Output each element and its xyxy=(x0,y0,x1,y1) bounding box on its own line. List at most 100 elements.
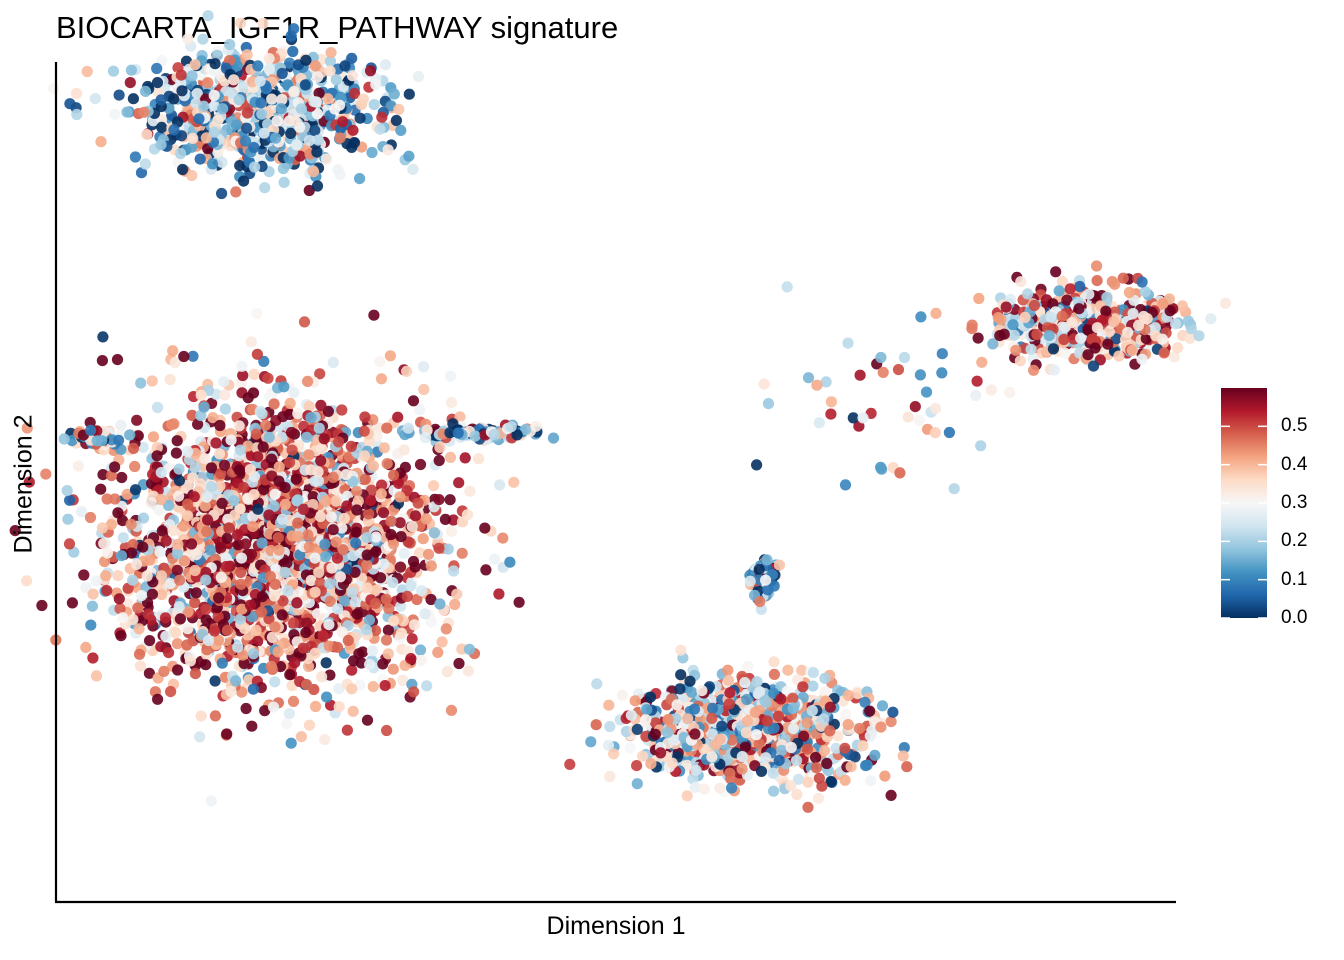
cell-point xyxy=(187,472,199,484)
cell-point xyxy=(58,433,70,445)
cell-point xyxy=(257,17,269,29)
cell-point xyxy=(324,55,337,67)
cell-point xyxy=(190,549,202,561)
cell-point xyxy=(376,111,388,123)
cell-point xyxy=(1000,301,1012,313)
cell-point xyxy=(405,653,417,665)
cell-point xyxy=(289,115,301,127)
cell-point xyxy=(473,453,485,465)
cell-point xyxy=(231,529,244,541)
cell-point xyxy=(323,619,335,631)
cell-point xyxy=(309,586,321,598)
cell-point xyxy=(151,77,164,89)
cell-point xyxy=(135,377,147,389)
cell-point xyxy=(276,67,288,80)
cell-point xyxy=(320,495,332,507)
cell-point xyxy=(282,585,294,597)
cell-point xyxy=(307,166,320,178)
cell-point xyxy=(433,494,445,506)
cell-point xyxy=(36,599,48,612)
cell-point xyxy=(279,498,291,510)
cell-point xyxy=(172,664,184,676)
cell-point xyxy=(63,538,76,550)
cell-point xyxy=(96,355,108,367)
cell-point xyxy=(726,782,738,794)
cell-point xyxy=(768,785,780,797)
cell-point xyxy=(585,736,597,748)
cell-point xyxy=(382,144,394,156)
cell-point xyxy=(603,699,615,711)
cell-point xyxy=(494,479,506,491)
cell-point xyxy=(451,588,463,600)
cell-point xyxy=(364,65,377,77)
cell-point xyxy=(315,399,327,411)
cell-point xyxy=(245,548,258,560)
cell-point xyxy=(241,122,253,134)
cell-point xyxy=(812,792,825,804)
cell-point xyxy=(768,656,780,668)
cell-point xyxy=(156,570,168,582)
cell-point xyxy=(327,471,339,483)
cell-point xyxy=(200,132,212,144)
cell-point xyxy=(374,572,387,584)
cell-point xyxy=(1059,347,1071,359)
cell-point xyxy=(333,701,345,713)
cell-point xyxy=(259,705,271,717)
cell-point xyxy=(461,509,474,521)
cell-point xyxy=(288,387,300,399)
cell-point xyxy=(186,70,198,82)
cell-point xyxy=(248,489,260,501)
cell-point xyxy=(121,106,133,118)
cell-point xyxy=(547,432,560,444)
cell-point xyxy=(198,401,210,413)
cell-point xyxy=(156,121,168,133)
cell-point xyxy=(268,590,280,602)
cell-point xyxy=(171,638,183,650)
cell-point xyxy=(394,491,406,503)
cell-point xyxy=(301,431,313,443)
cell-point xyxy=(1058,333,1070,346)
cell-point xyxy=(412,70,425,83)
cell-point xyxy=(263,509,275,521)
cell-point xyxy=(345,440,357,452)
cell-point xyxy=(97,331,109,343)
cell-point xyxy=(359,473,371,485)
cell-point xyxy=(397,674,409,687)
cell-point xyxy=(753,563,765,575)
cell-point xyxy=(463,643,476,655)
cell-point xyxy=(358,425,370,437)
cell-point xyxy=(420,432,432,444)
cell-point xyxy=(409,561,421,573)
cell-point xyxy=(95,136,107,148)
cell-point xyxy=(182,445,194,458)
cell-point xyxy=(257,441,269,453)
cell-point xyxy=(276,513,288,525)
cell-point xyxy=(181,639,193,651)
cell-point xyxy=(202,77,214,89)
cell-point xyxy=(415,654,427,667)
cell-point xyxy=(1127,308,1139,320)
cell-point xyxy=(444,451,457,463)
cell-point xyxy=(760,574,772,586)
cell-point xyxy=(258,127,270,139)
cell-point xyxy=(177,520,190,532)
cell-point xyxy=(1091,322,1103,334)
cell-point xyxy=(452,427,464,439)
cell-point xyxy=(201,526,213,538)
cell-point xyxy=(266,93,278,105)
cell-point xyxy=(70,87,83,100)
cell-point xyxy=(87,652,99,664)
cell-point xyxy=(270,132,282,144)
cell-point xyxy=(380,634,393,646)
cell-point xyxy=(301,679,313,691)
cell-point xyxy=(1113,350,1125,362)
cell-point xyxy=(359,450,371,462)
cell-point xyxy=(303,719,316,731)
cell-point xyxy=(1047,343,1059,355)
cell-point xyxy=(327,356,339,369)
cell-point xyxy=(723,674,735,687)
cell-point xyxy=(564,758,576,771)
cell-point xyxy=(398,547,410,560)
cell-point xyxy=(281,557,293,569)
cell-point xyxy=(215,571,227,584)
